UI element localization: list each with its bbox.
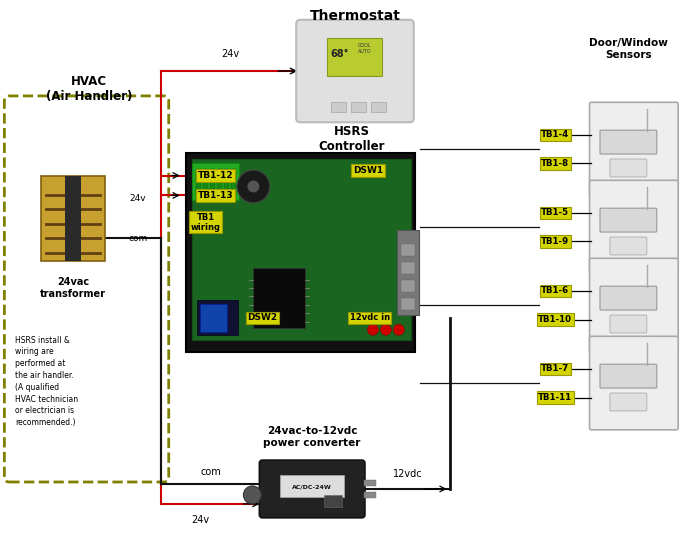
Circle shape bbox=[393, 324, 405, 335]
Text: DSW1: DSW1 bbox=[353, 166, 383, 175]
Text: 24v: 24v bbox=[129, 194, 146, 203]
Text: 24vac
transformer: 24vac transformer bbox=[40, 277, 106, 299]
FancyBboxPatch shape bbox=[600, 286, 657, 310]
Text: TB1-13: TB1-13 bbox=[197, 191, 233, 200]
Text: 12vdc in: 12vdc in bbox=[350, 313, 390, 323]
FancyBboxPatch shape bbox=[610, 159, 647, 177]
Text: AC/DC-24W: AC/DC-24W bbox=[293, 484, 332, 489]
Bar bbox=[210, 169, 215, 197]
FancyBboxPatch shape bbox=[589, 258, 678, 352]
Circle shape bbox=[237, 170, 270, 203]
Bar bbox=[351, 102, 366, 113]
FancyBboxPatch shape bbox=[296, 20, 414, 122]
Text: com: com bbox=[129, 234, 148, 242]
Text: TB1-10: TB1-10 bbox=[538, 315, 572, 324]
Circle shape bbox=[247, 180, 260, 193]
Circle shape bbox=[380, 324, 391, 335]
Text: TB1-9: TB1-9 bbox=[541, 237, 569, 246]
FancyBboxPatch shape bbox=[260, 460, 365, 518]
Bar bbox=[324, 495, 342, 507]
Text: TB1-7: TB1-7 bbox=[541, 364, 569, 373]
Bar bbox=[401, 298, 414, 310]
FancyBboxPatch shape bbox=[610, 237, 647, 255]
Bar bbox=[217, 169, 222, 197]
FancyBboxPatch shape bbox=[600, 364, 657, 388]
Text: Door/Window
Sensors: Door/Window Sensors bbox=[589, 38, 668, 60]
Bar bbox=[397, 230, 419, 315]
FancyBboxPatch shape bbox=[600, 208, 657, 232]
Bar bbox=[327, 38, 382, 76]
Bar bbox=[364, 480, 376, 486]
FancyBboxPatch shape bbox=[589, 102, 678, 196]
Circle shape bbox=[244, 486, 261, 504]
Text: TB1-5: TB1-5 bbox=[541, 208, 569, 217]
Bar bbox=[280, 475, 344, 497]
Text: COOL
AUTO: COOL AUTO bbox=[358, 43, 372, 54]
Bar bbox=[401, 244, 414, 256]
Bar bbox=[186, 153, 414, 352]
Text: HVAC
(Air Handler): HVAC (Air Handler) bbox=[46, 75, 132, 103]
Text: TB1-4: TB1-4 bbox=[541, 130, 569, 139]
FancyBboxPatch shape bbox=[610, 393, 647, 411]
Text: DSW2: DSW2 bbox=[247, 313, 277, 323]
Bar bbox=[331, 102, 346, 113]
Bar bbox=[199, 304, 228, 332]
Bar bbox=[371, 102, 386, 113]
Bar bbox=[203, 169, 208, 197]
FancyBboxPatch shape bbox=[600, 130, 657, 154]
Text: 12vdc: 12vdc bbox=[393, 469, 423, 479]
FancyBboxPatch shape bbox=[589, 180, 678, 274]
FancyBboxPatch shape bbox=[610, 315, 647, 333]
Text: 24v: 24v bbox=[192, 515, 210, 525]
Bar bbox=[401, 262, 414, 274]
Text: 24v: 24v bbox=[221, 49, 239, 59]
Circle shape bbox=[368, 324, 379, 335]
Bar bbox=[192, 158, 411, 340]
Bar bbox=[232, 169, 237, 197]
Text: TB1-11: TB1-11 bbox=[538, 393, 572, 402]
Text: HSRS install &
wiring are
performed at
the air handler.
(A qualified
HVAC techni: HSRS install & wiring are performed at t… bbox=[15, 335, 78, 427]
Bar bbox=[253, 268, 305, 328]
Text: TB1
wiring: TB1 wiring bbox=[190, 213, 220, 232]
Bar bbox=[192, 162, 239, 200]
Text: TB1-6: TB1-6 bbox=[541, 286, 569, 295]
Text: com: com bbox=[200, 467, 221, 477]
Bar bbox=[195, 169, 201, 197]
Bar bbox=[41, 176, 106, 260]
Bar bbox=[197, 300, 239, 335]
Bar bbox=[401, 280, 414, 292]
Text: Thermostat: Thermostat bbox=[309, 10, 400, 24]
Text: 24vac-to-12vdc
power converter: 24vac-to-12vdc power converter bbox=[263, 426, 360, 448]
Bar bbox=[364, 492, 376, 498]
Bar bbox=[224, 169, 230, 197]
Text: TB1-8: TB1-8 bbox=[541, 159, 569, 168]
Text: HSRS
Controller: HSRS Controller bbox=[318, 125, 385, 153]
Text: 68°: 68° bbox=[331, 49, 349, 59]
Text: TB1-12: TB1-12 bbox=[197, 171, 233, 180]
FancyBboxPatch shape bbox=[589, 337, 678, 430]
Bar bbox=[65, 176, 81, 260]
